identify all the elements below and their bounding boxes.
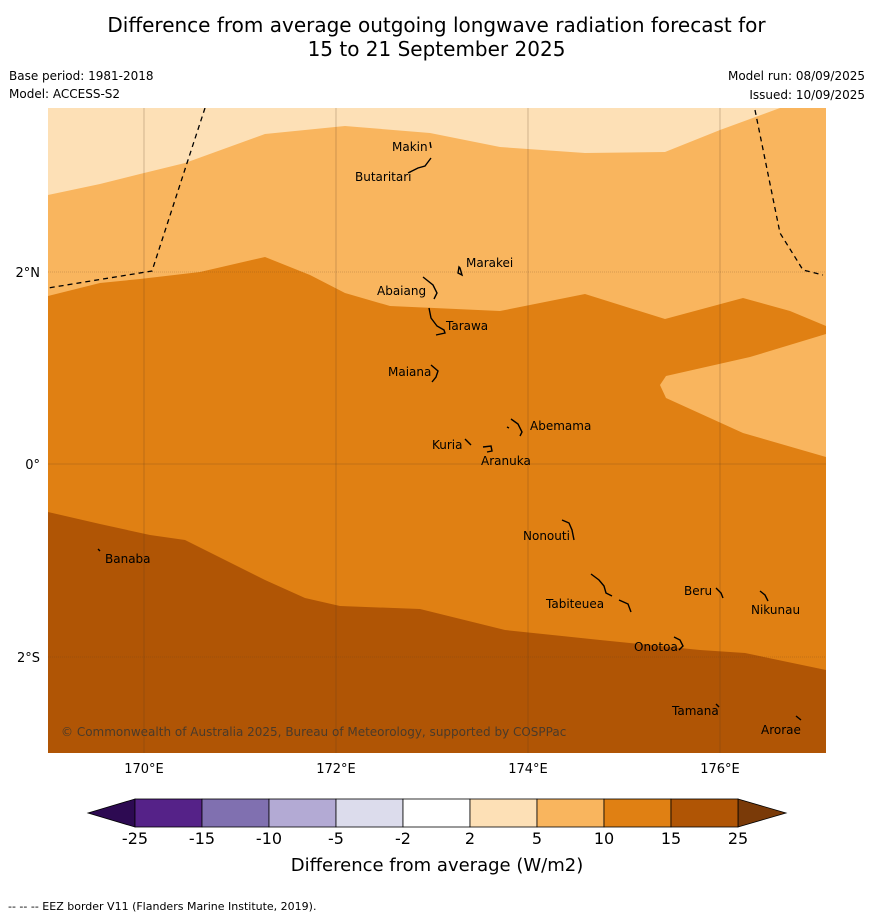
place-beru: Beru — [684, 584, 712, 598]
model-text: Model: ACCESS-S2 — [9, 87, 121, 101]
lat-tick-2n: 2°N — [16, 266, 41, 281]
island-abemama-shape — [506, 418, 523, 437]
colorbar-segment — [268, 798, 337, 828]
island-tamana-shape — [715, 703, 720, 708]
colorbar-segment — [201, 798, 270, 828]
colorbar-tick-label: 15 — [661, 829, 681, 848]
colorbar-tick-label: -10 — [256, 829, 282, 848]
band-2-5 — [48, 108, 826, 195]
map-title-line1: Difference from average outgoing longwav… — [107, 13, 766, 37]
colorbar-high-extend — [737, 798, 788, 828]
base-period-text: Base period: 1981-2018 — [9, 69, 154, 83]
colorbar-tick-label: 10 — [594, 829, 614, 848]
island-outlines — [97, 141, 802, 721]
colorbar: -25 -15 -10 -5 -2 2 5 10 15 25 Difference from av… — [86, 798, 788, 876]
model-run-text: Model run: 08/09/2025 — [727, 69, 865, 83]
lon-tick-176e: 176°E — [700, 762, 740, 777]
place-makin: Makin — [392, 140, 428, 154]
place-banaba: Banaba — [105, 552, 151, 566]
eez-border-east — [754, 109, 824, 276]
colorbar-segment — [402, 798, 471, 828]
colorbar-tick-label: 2 — [465, 829, 475, 848]
colorbar-segment — [335, 798, 404, 828]
place-aranuka: Aranuka — [481, 454, 531, 468]
place-tarawa: Tarawa — [445, 319, 488, 333]
band-5-10-east — [660, 334, 826, 457]
eez-footnote: -- -- -- EEZ border V11 (Flanders Marine… — [8, 900, 317, 913]
island-beru-shape — [715, 587, 724, 599]
colorbar-segment — [670, 798, 739, 828]
island-tarawa-shape — [428, 307, 446, 336]
colorbar-tick-label: 25 — [728, 829, 748, 848]
band-5-10-north — [48, 108, 826, 326]
lon-tick-174e: 174°E — [508, 762, 548, 777]
island-butaritari-shape — [407, 157, 432, 174]
colorbar-tick-label: -2 — [395, 829, 411, 848]
colorbar-tick-label: -25 — [122, 829, 148, 848]
colorbar-title: Difference from average (W/m2) — [291, 855, 583, 876]
issued-text: Issued: 10/09/2025 — [749, 88, 865, 102]
eez-border-west — [48, 108, 206, 289]
island-maiana-shape — [430, 364, 439, 383]
graticule — [48, 108, 826, 753]
island-tabiteuea-shape — [590, 573, 632, 613]
map-title-line2: 15 to 21 September 2025 — [307, 37, 566, 61]
place-kuria: Kuria — [432, 438, 463, 452]
copyright-notice: © Commonwealth of Australia 2025, Bureau… — [61, 725, 566, 739]
colorbar-segment — [134, 798, 203, 828]
place-tamana: Tamana — [671, 704, 719, 718]
place-abemama: Abemama — [530, 419, 591, 433]
colorbar-segment — [603, 798, 672, 828]
colorbar-segment — [469, 798, 538, 828]
island-onotoa-shape — [673, 636, 684, 651]
lat-tick-2s: 2°S — [17, 651, 40, 666]
island-abaiang-shape — [422, 276, 438, 300]
island-nikunau-shape — [759, 590, 769, 602]
island-arorae-shape — [795, 715, 802, 721]
map-plot-area: Makin Butaritari Marakei Abaiang Tarawa … — [48, 108, 826, 753]
place-onotoa: Onotoa — [634, 640, 678, 654]
place-tabiteuea: Tabiteuea — [545, 597, 604, 611]
lon-tick-172e: 172°E — [316, 762, 356, 777]
island-makin-shape — [429, 141, 432, 149]
island-nonouti-shape — [561, 519, 575, 541]
place-nonouti: Nonouti — [523, 529, 570, 543]
colorbar-tick-label: -5 — [328, 829, 344, 848]
colorbar-tick-label: 5 — [532, 829, 542, 848]
island-marakei-shape — [457, 265, 464, 277]
colorbar-low-extend — [86, 798, 136, 828]
place-nikunau: Nikunau — [751, 603, 800, 617]
colorbar-tick-label: -15 — [189, 829, 215, 848]
place-butaritari: Butaritari — [355, 170, 412, 184]
place-marakei: Marakei — [466, 256, 513, 270]
island-aranuka-shape — [482, 445, 493, 453]
place-maiana: Maiana — [388, 365, 431, 379]
colorbar-segment — [536, 798, 605, 828]
place-arorae: Arorae — [761, 723, 801, 737]
place-abaiang: Abaiang — [377, 284, 426, 298]
island-banaba-shape — [97, 548, 101, 552]
lon-tick-170e: 170°E — [124, 762, 164, 777]
island-kuria-shape — [464, 438, 472, 446]
lat-tick-0: 0° — [25, 458, 40, 473]
